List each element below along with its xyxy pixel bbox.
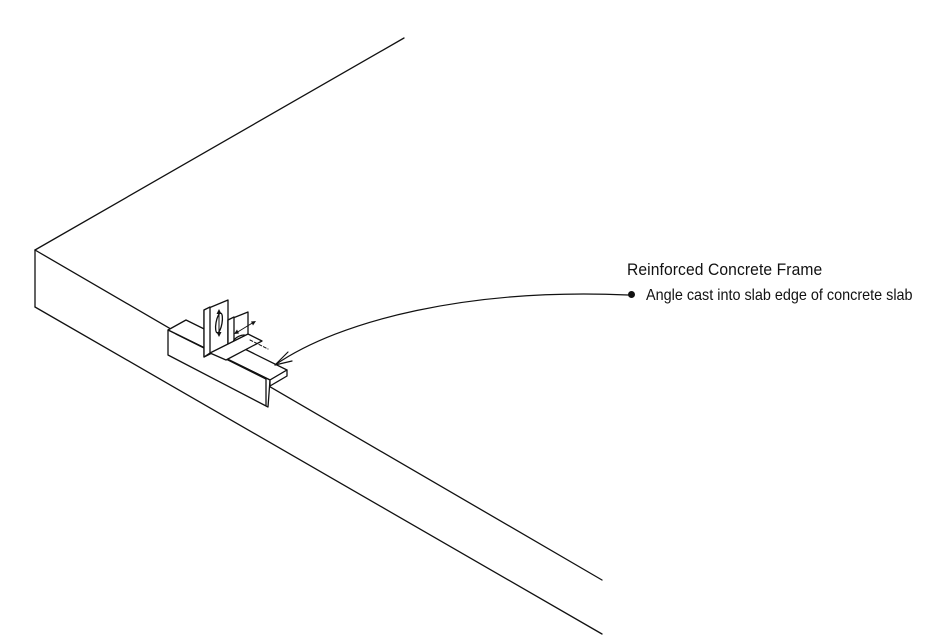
annotation-bullet	[628, 291, 635, 298]
slab-top-front-edge	[34, 249, 603, 581]
bracket-base-plate	[209, 333, 263, 361]
leader-arrowhead	[274, 351, 293, 366]
angle-end-return	[269, 369, 288, 387]
embedded-steel-angle	[167, 299, 288, 408]
annotation-item: Angle cast into slab edge of concrete sl…	[646, 287, 913, 304]
bracket-left-side	[203, 306, 211, 358]
adjustment-arrows	[218, 311, 269, 350]
slab-back-edge	[34, 37, 405, 251]
slab-bottom-front-edge	[34, 306, 603, 635]
annotation-title: Reinforced Concrete Frame	[627, 260, 823, 279]
leader-line	[274, 293, 629, 366]
concrete-slab	[34, 37, 603, 635]
